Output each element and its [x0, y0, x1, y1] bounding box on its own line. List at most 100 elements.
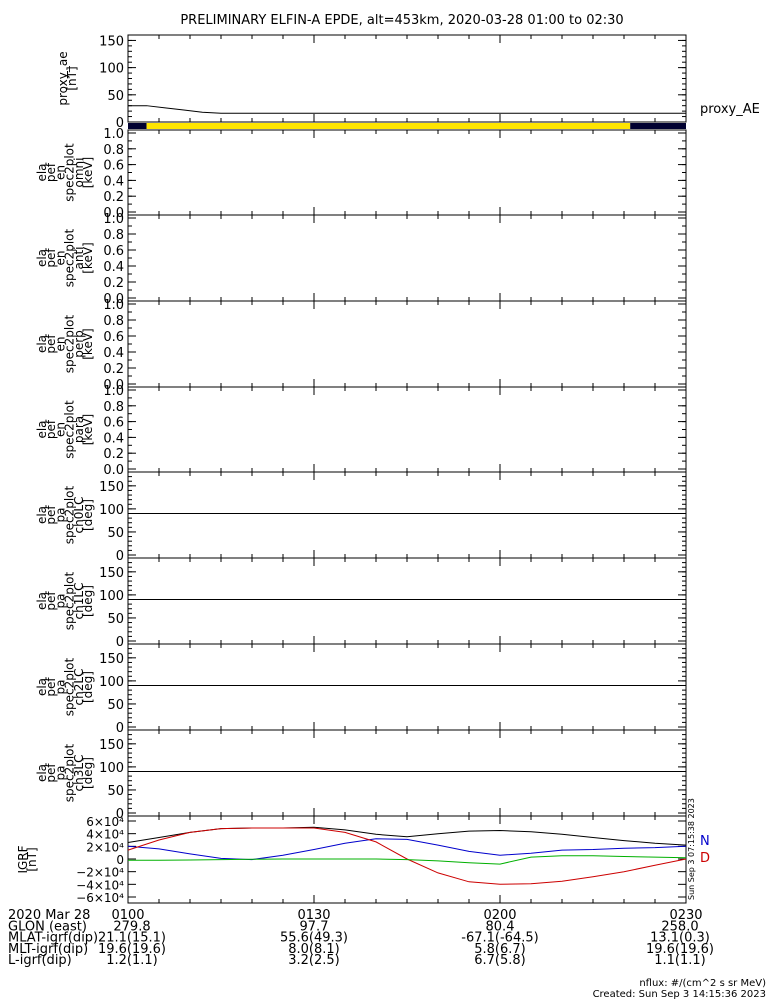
time-tick-label: 0100 — [111, 908, 144, 923]
ylabel-line: [deg] — [81, 671, 95, 703]
ytick-label: 0.8 — [103, 143, 124, 158]
ytick-label: 1.0 — [103, 384, 124, 399]
spec-perp-frame — [127, 300, 687, 388]
series-line-proxy-ae — [128, 105, 686, 114]
ytick-label: 0.6 — [103, 416, 124, 431]
ephemeris-value: 1.1(1.1) — [654, 953, 706, 968]
pa-ch0lc-frame — [127, 471, 687, 559]
pa-ch2lc-xaxis — [127, 644, 687, 730]
pa-ch3lc-xaxis — [127, 730, 687, 816]
ephemeris-value: 55.6(49.3) — [280, 931, 348, 946]
ytick-label: 0.0 — [103, 463, 124, 478]
ytick-label: 0.4 — [103, 431, 124, 446]
ytick-label: 1.0 — [103, 298, 124, 313]
ylabel-line: pef — [44, 248, 58, 268]
ytick-label: 50 — [107, 612, 124, 627]
ylabel-line: ela — [35, 678, 49, 696]
ylabel-line: ch0LC — [72, 497, 86, 534]
ylabel-line: [keV] — [81, 157, 95, 188]
ylabel-line: ch2LC — [72, 669, 86, 706]
ytick-label: 0.4 — [103, 174, 124, 189]
ytick-label: 100 — [99, 62, 124, 77]
ylabel-line: en — [53, 165, 67, 180]
ytick-label: 50 — [107, 784, 124, 799]
ylabel-line: spec2plot — [63, 314, 77, 373]
created-note: Created: Sun Sep 3 14:15:36 2023 — [593, 989, 766, 1000]
ytick-label: 4×10⁴ — [86, 828, 124, 842]
legend-igrf-d: D — [700, 851, 710, 866]
ylabel-line: pef — [44, 162, 58, 182]
legend-igrf-n: N — [700, 834, 710, 849]
ephemeris-value: 279.8 — [113, 919, 150, 934]
ylabel-line: pa — [53, 594, 67, 609]
ylabel-line: [deg] — [81, 499, 95, 531]
ytick-label: 100 — [99, 675, 124, 690]
ylabel-line: anti — [72, 247, 86, 270]
spec-para-xaxis — [127, 387, 687, 472]
igrf-xaxis — [127, 816, 687, 903]
ylabel-line: ela — [35, 249, 49, 267]
pa-ch3lc-yaxis: 150 100 50 0 — [99, 738, 686, 822]
ephemeris-value: 21.1(15.1) — [98, 931, 166, 946]
time-tick-label: 0230 — [669, 908, 702, 923]
spec-perp-xaxis — [127, 301, 687, 387]
ylabel-line: en — [53, 422, 67, 437]
ytick-label: 150 — [99, 652, 124, 667]
spec-omni-yaxis: 1.00.80.60.40.20.0 — [103, 127, 686, 221]
ylabel-line: pef — [44, 763, 58, 783]
ephemeris-value: 19.6(19.6) — [646, 942, 714, 957]
state-bar-segment-off — [630, 123, 686, 129]
ylabel-line: pef — [44, 677, 58, 697]
ytick-label: 50 — [107, 526, 124, 541]
ylabel-line: pef — [44, 591, 58, 611]
ytick-label: 0.0 — [103, 292, 124, 307]
ytick-label: 0.8 — [103, 228, 124, 243]
ytick-label: −6×10⁴ — [76, 891, 124, 905]
ytick-label: 0 — [116, 635, 124, 650]
ylabel-line: spec2plot — [63, 571, 77, 630]
legend-proxy-ae: proxy_AE — [700, 102, 760, 117]
ephemeris-value: 5.8(6.7) — [474, 942, 526, 957]
ylabel-line: IGRF — [16, 845, 30, 873]
ytick-label: 0.4 — [103, 260, 124, 275]
ytick-label: 0.2 — [103, 190, 124, 205]
ylabel-line: pef — [44, 334, 58, 354]
ytick-label: 0.0 — [103, 206, 124, 221]
proxy-ae-panel-frame — [127, 34, 687, 123]
ephemeris-table: 2020 Mar 28 0100 0130 0200 0230 GLON (east) 27… — [8, 908, 714, 968]
ytick-label: 0.8 — [103, 400, 124, 415]
side-timestamp: Sun Sep 3 07:15:38 2023 — [687, 798, 696, 900]
ytick-label: 6×10⁴ — [86, 815, 124, 829]
units-note: nflux: #/(cm^2 s sr MeV) — [639, 978, 766, 989]
ytick-label: 150 — [99, 566, 124, 581]
ephemeris-value: 97.7 — [300, 919, 329, 934]
date-label: 2020 Mar 28 — [8, 908, 90, 923]
ylabel-line: ela — [35, 592, 49, 610]
proxy-ae-yaxis: 150 100 50 0 — [99, 34, 686, 131]
ytick-label: 0 — [116, 721, 124, 736]
ytick-label: 0.8 — [103, 314, 124, 329]
ephemeris-value: 258.0 — [661, 919, 698, 934]
pa-ch1lc-frame — [127, 557, 687, 645]
pa-ch2lc-frame — [127, 643, 687, 731]
ylabel-line: [deg] — [81, 585, 95, 617]
state-bar-segment-active — [146, 123, 631, 129]
ephemeris-row-label: GLON (east) — [8, 919, 87, 934]
spec-para-frame — [127, 386, 687, 473]
spec-anti-xaxis — [127, 215, 687, 301]
ylabel-line: [keV] — [81, 328, 95, 359]
chart-title: PRELIMINARY ELFIN-A EPDE, alt=453km, 202… — [180, 13, 623, 28]
ephemeris-value: 1.2(1.1) — [106, 953, 158, 968]
ephemeris-row-label: MLT-igrf(dip) — [8, 942, 88, 957]
ytick-label: 0.6 — [103, 159, 124, 174]
ytick-label: 150 — [99, 738, 124, 753]
spec-omni-frame — [127, 129, 687, 216]
pa-ch0lc-xaxis — [127, 472, 687, 558]
